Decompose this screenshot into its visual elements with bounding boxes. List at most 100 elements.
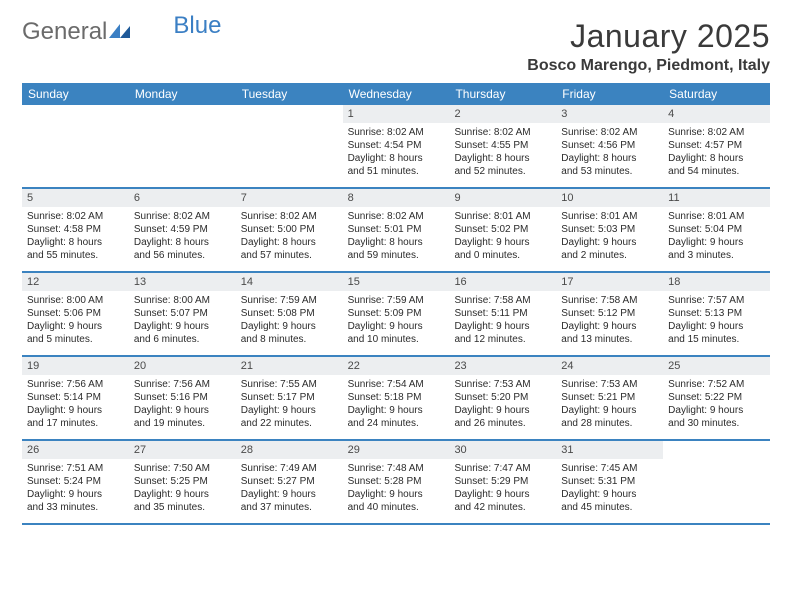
day-details: Sunrise: 7:55 AMSunset: 5:17 PMDaylight:… — [236, 377, 343, 434]
detail-line: Sunset: 5:02 PM — [454, 223, 551, 236]
day-cell: 22Sunrise: 7:54 AMSunset: 5:18 PMDayligh… — [343, 357, 450, 439]
day-details: Sunrise: 8:00 AMSunset: 5:07 PMDaylight:… — [129, 293, 236, 350]
day-cell — [236, 105, 343, 187]
detail-line: Sunset: 5:00 PM — [241, 223, 338, 236]
detail-line: Sunset: 4:57 PM — [668, 139, 765, 152]
detail-line: and 55 minutes. — [27, 249, 124, 262]
logo-triangle-icon — [109, 18, 131, 46]
detail-line: Sunset: 5:03 PM — [561, 223, 658, 236]
day-cell: 12Sunrise: 8:00 AMSunset: 5:06 PMDayligh… — [22, 273, 129, 355]
detail-line: Daylight: 9 hours — [27, 488, 124, 501]
detail-line: Daylight: 9 hours — [454, 320, 551, 333]
day-cell: 27Sunrise: 7:50 AMSunset: 5:25 PMDayligh… — [129, 441, 236, 523]
detail-line: and 0 minutes. — [454, 249, 551, 262]
detail-line: and 54 minutes. — [668, 165, 765, 178]
day-cell: 3Sunrise: 8:02 AMSunset: 4:56 PMDaylight… — [556, 105, 663, 187]
detail-line: Sunset: 5:07 PM — [134, 307, 231, 320]
detail-line: Daylight: 9 hours — [561, 320, 658, 333]
detail-line: Sunrise: 8:02 AM — [348, 126, 445, 139]
detail-line: Daylight: 8 hours — [668, 152, 765, 165]
day-cell: 5 Sunrise: 8:02 AMSunset: 4:58 PMDaylight… — [22, 189, 129, 271]
detail-line: Sunrise: 7:45 AM — [561, 462, 658, 475]
day-number: 10 — [556, 189, 663, 207]
detail-line: Sunrise: 7:57 AM — [668, 294, 765, 307]
detail-line: and 53 minutes. — [561, 165, 658, 178]
weeks-container: 1Sunrise: 8:02 AMSunset: 4:54 PMDaylight… — [22, 105, 770, 525]
detail-line: Sunset: 5:11 PM — [454, 307, 551, 320]
detail-line: Sunset: 5:20 PM — [454, 391, 551, 404]
detail-line: and 3 minutes. — [668, 249, 765, 262]
day-number: 26 — [22, 441, 129, 459]
day-details: Sunrise: 7:58 AMSunset: 5:11 PMDaylight:… — [449, 293, 556, 350]
day-cell: 28Sunrise: 7:49 AMSunset: 5:27 PMDayligh… — [236, 441, 343, 523]
day-number: 17 — [556, 273, 663, 291]
detail-line: Sunrise: 8:02 AM — [454, 126, 551, 139]
detail-line: Daylight: 9 hours — [348, 488, 445, 501]
day-cell: 7Sunrise: 8:02 AMSunset: 5:00 PMDaylight… — [236, 189, 343, 271]
detail-line: and 52 minutes. — [454, 165, 551, 178]
day-number: 25 — [663, 357, 770, 375]
calendar: SundayMondayTuesdayWednesdayThursdayFrid… — [22, 83, 770, 525]
day-details: Sunrise: 8:01 AMSunset: 5:02 PMDaylight:… — [449, 209, 556, 266]
day-details: Sunrise: 8:02 AMSunset: 4:57 PMDaylight:… — [663, 125, 770, 182]
detail-line: Sunset: 5:27 PM — [241, 475, 338, 488]
detail-line: Sunrise: 8:02 AM — [561, 126, 658, 139]
day-number: 30 — [449, 441, 556, 459]
detail-line: Sunset: 4:58 PM — [27, 223, 124, 236]
detail-line: Daylight: 9 hours — [668, 404, 765, 417]
detail-line: Sunset: 5:28 PM — [348, 475, 445, 488]
detail-line: Daylight: 9 hours — [668, 320, 765, 333]
title-block: January 2025 Bosco Marengo, Piedmont, It… — [527, 18, 770, 75]
day-number: 14 — [236, 273, 343, 291]
detail-line: Sunset: 4:55 PM — [454, 139, 551, 152]
logo-text-gray: General — [22, 18, 107, 46]
detail-line: Sunset: 5:04 PM — [668, 223, 765, 236]
day-cell: 15Sunrise: 7:59 AMSunset: 5:09 PMDayligh… — [343, 273, 450, 355]
day-cell: 24Sunrise: 7:53 AMSunset: 5:21 PMDayligh… — [556, 357, 663, 439]
detail-line: Daylight: 8 hours — [27, 236, 124, 249]
day-details: Sunrise: 7:50 AMSunset: 5:25 PMDaylight:… — [129, 461, 236, 518]
day-details: Sunrise: 8:02 AMSunset: 4:55 PMDaylight:… — [449, 125, 556, 182]
detail-line: Daylight: 8 hours — [561, 152, 658, 165]
day-cell: 29Sunrise: 7:48 AMSunset: 5:28 PMDayligh… — [343, 441, 450, 523]
detail-line: and 13 minutes. — [561, 333, 658, 346]
detail-line: and 42 minutes. — [454, 501, 551, 514]
day-cell: 18Sunrise: 7:57 AMSunset: 5:13 PMDayligh… — [663, 273, 770, 355]
day-details: Sunrise: 8:02 AMSunset: 4:54 PMDaylight:… — [343, 125, 450, 182]
day-details: Sunrise: 7:53 AMSunset: 5:20 PMDaylight:… — [449, 377, 556, 434]
detail-line: Sunset: 5:08 PM — [241, 307, 338, 320]
detail-line: Daylight: 8 hours — [348, 236, 445, 249]
day-number: 5 — [22, 189, 129, 207]
detail-line: Sunset: 4:59 PM — [134, 223, 231, 236]
day-number: 16 — [449, 273, 556, 291]
detail-line: Sunrise: 7:53 AM — [454, 378, 551, 391]
detail-line: Sunset: 5:22 PM — [668, 391, 765, 404]
detail-line: Daylight: 9 hours — [668, 236, 765, 249]
day-cell: 1Sunrise: 8:02 AMSunset: 4:54 PMDaylight… — [343, 105, 450, 187]
day-cell — [22, 105, 129, 187]
day-details: Sunrise: 8:02 AMSunset: 4:58 PMDaylight:… — [22, 209, 129, 266]
day-details: Sunrise: 8:01 AMSunset: 5:03 PMDaylight:… — [556, 209, 663, 266]
week-row: 26 Sunrise: 7:51 AMSunset: 5:24 PMDayligh… — [22, 441, 770, 525]
detail-line: and 2 minutes. — [561, 249, 658, 262]
detail-line: Sunset: 5:16 PM — [134, 391, 231, 404]
day-number: 12 — [22, 273, 129, 291]
day-cell: 20Sunrise: 7:56 AMSunset: 5:16 PMDayligh… — [129, 357, 236, 439]
day-header: Wednesday — [343, 83, 450, 105]
detail-line: Sunrise: 8:00 AM — [27, 294, 124, 307]
detail-line: Daylight: 8 hours — [348, 152, 445, 165]
detail-line: Sunrise: 7:47 AM — [454, 462, 551, 475]
day-details: Sunrise: 7:51 AMSunset: 5:24 PMDaylight:… — [22, 461, 129, 518]
detail-line: Sunrise: 8:02 AM — [348, 210, 445, 223]
detail-line: Sunrise: 8:02 AM — [241, 210, 338, 223]
day-cell: 16 Sunrise: 7:58 AMSunset: 5:11 PMDayligh… — [449, 273, 556, 355]
day-cell: 26 Sunrise: 7:51 AMSunset: 5:24 PMDayligh… — [22, 441, 129, 523]
detail-line: and 19 minutes. — [134, 417, 231, 430]
day-cell — [663, 441, 770, 523]
detail-line: Sunset: 5:14 PM — [27, 391, 124, 404]
day-cell: 17Sunrise: 7:58 AMSunset: 5:12 PMDayligh… — [556, 273, 663, 355]
detail-line: Daylight: 8 hours — [241, 236, 338, 249]
day-number: 6 — [129, 189, 236, 207]
detail-line: Sunrise: 7:56 AM — [134, 378, 231, 391]
day-cell: 19Sunrise: 7:56 AMSunset: 5:14 PMDayligh… — [22, 357, 129, 439]
